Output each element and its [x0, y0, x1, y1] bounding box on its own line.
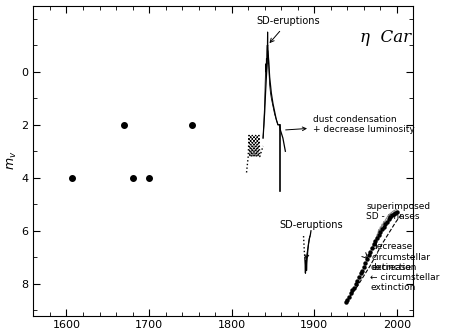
Text: superimposed
SD - phases: superimposed SD - phases — [366, 202, 431, 221]
Text: η  Car: η Car — [360, 30, 411, 46]
Text: decrease
← circumstellar
extinction: decrease ← circumstellar extinction — [370, 263, 440, 292]
Text: SD-eruptions: SD-eruptions — [256, 16, 320, 42]
Text: dust condensation
+ decrease luminosity: dust condensation + decrease luminosity — [286, 115, 414, 134]
Text: decrease
circumstellar
extinction: decrease circumstellar extinction — [371, 242, 430, 272]
Y-axis label: $m_v$: $m_v$ — [5, 151, 19, 170]
Text: SD-eruptions: SD-eruptions — [280, 220, 343, 259]
